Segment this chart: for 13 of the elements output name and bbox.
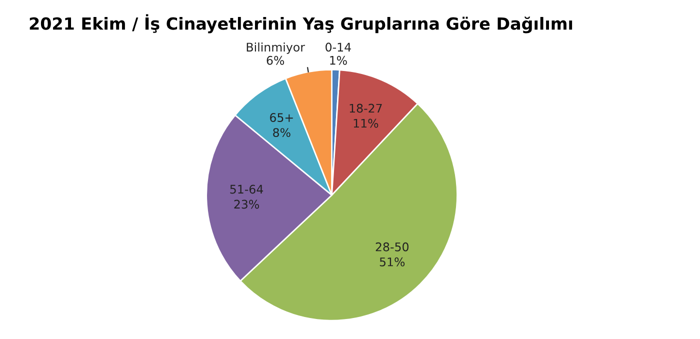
data-label: 23% [234, 200, 259, 209]
slice-label: 0-14 [326, 42, 351, 52]
slice-label: 18-27 [350, 104, 382, 113]
data-label: 11% [354, 118, 378, 128]
data-label: 6% [266, 56, 284, 65]
data-label: 8% [273, 128, 290, 138]
chart-title: 2021 Ekim / İş Cinayetlerinin Yaş Gruplarına Göre Dağılımı [30, 14, 572, 34]
data-label: 1% [330, 56, 347, 65]
data-label: 51% [380, 257, 405, 266]
slice-label: 65+ [270, 113, 293, 122]
slice-label: 28-50 [376, 242, 408, 252]
slice-label: Bilinmiyor [246, 42, 305, 54]
slice-label: 51-64 [230, 184, 264, 194]
